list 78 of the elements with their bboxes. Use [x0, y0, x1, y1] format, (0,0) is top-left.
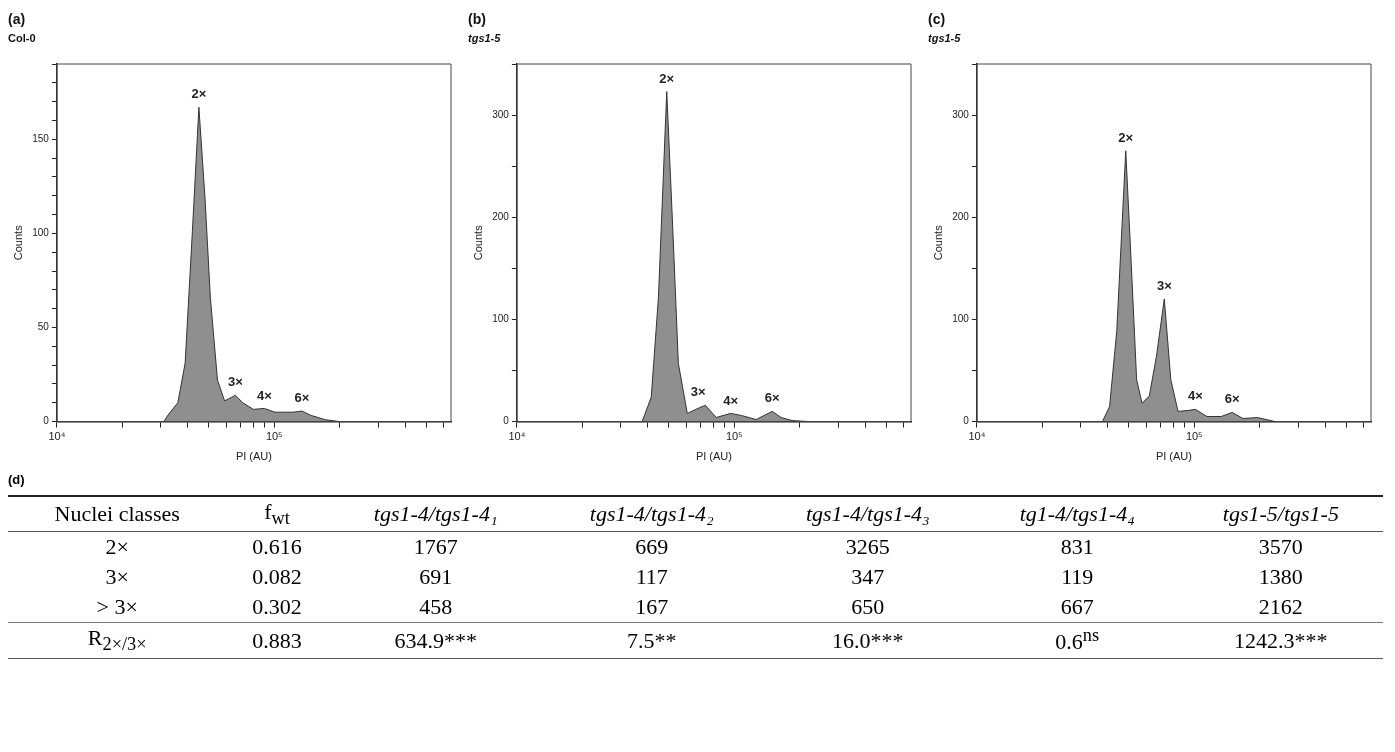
- chart-subtitle: tgs1-5: [468, 32, 502, 45]
- y-tick-label: 100: [952, 313, 970, 325]
- x-tick-label: 10⁴: [508, 430, 526, 443]
- category-label: tg1-4/tgs1-4₄: [1018, 500, 1136, 529]
- text: 634.9***: [394, 627, 477, 653]
- annotation: 4×: [1187, 388, 1204, 404]
- x-axis-title: PI (AU): [235, 450, 272, 463]
- y-axis-title: Counts: [471, 224, 484, 261]
- x-tick-label: 10⁴: [968, 430, 986, 443]
- annotation: 2×: [191, 86, 207, 102]
- text: 691: [419, 564, 453, 590]
- y-axis-title: Counts: [931, 224, 944, 261]
- text: 1242.3***: [1234, 627, 1328, 653]
- chart-title: (c): [928, 11, 946, 28]
- text: Nuclei classes: [53, 500, 181, 529]
- chart-subtitle: Col-0: [8, 32, 36, 45]
- x-tick-label: 10⁵: [265, 430, 283, 443]
- y-tick-label: 0: [503, 415, 510, 427]
- y-tick-label: 150: [32, 133, 50, 145]
- annotation: 3×: [1156, 278, 1173, 294]
- chart-title: (a): [8, 11, 26, 28]
- text: 0.883: [252, 627, 302, 653]
- text: 3265: [845, 534, 890, 560]
- category-label: > 3×: [96, 594, 138, 620]
- text: 831: [1060, 534, 1094, 560]
- annotation: 6×: [1224, 391, 1240, 407]
- y-tick-label: 300: [492, 108, 510, 120]
- x-axis-title: PI (AU): [695, 450, 732, 463]
- text: 1767: [413, 534, 458, 560]
- text: 119: [1061, 564, 1094, 590]
- annotation: 4×: [256, 387, 273, 403]
- text: 0.302: [252, 594, 302, 620]
- x-tick-label: 10⁵: [725, 430, 743, 443]
- text: 167: [635, 594, 669, 620]
- category-label: tgs1-5/tgs1-5: [1221, 500, 1340, 529]
- annotation: 6×: [764, 390, 780, 406]
- chart-subtitle: tgs1-5: [928, 32, 962, 45]
- y-tick-label: 100: [32, 227, 50, 239]
- x-tick-label: 10⁵: [1185, 430, 1203, 443]
- annotation: 6×: [294, 390, 310, 406]
- y-tick-label: 100: [492, 313, 510, 325]
- y-tick-label: 200: [952, 211, 970, 223]
- y-tick-label: 0: [43, 415, 50, 427]
- category-label: f$_{wt}$: [263, 498, 291, 531]
- text: 458: [419, 594, 453, 620]
- category-label: tgs1-4/tgs1-4₁: [372, 500, 499, 529]
- category-label: R$_{2×/3×}$: [87, 625, 147, 655]
- text: (d): [8, 472, 26, 487]
- annotation: 3×: [228, 374, 244, 390]
- chart-title: (b): [468, 11, 486, 28]
- category-label: tgs1-4/tgs1-4₂: [588, 500, 715, 529]
- category-label: 2×: [105, 534, 129, 560]
- text: 667: [1060, 594, 1094, 620]
- text: 16.0***: [832, 627, 904, 653]
- y-axis-title: Counts: [11, 224, 24, 261]
- y-tick-label: 300: [952, 108, 970, 120]
- x-axis-title: PI (AU): [1155, 450, 1192, 463]
- y-tick-label: 0: [963, 415, 970, 427]
- category-label: tgs1-4/tgs1-4₃: [804, 500, 931, 529]
- text: 0.616: [252, 534, 302, 560]
- annotation: 3×: [690, 384, 706, 400]
- y-tick-label: 50: [37, 321, 50, 333]
- text: 0.6$^{ns}$: [1055, 625, 1100, 655]
- text: 0.082: [252, 564, 302, 590]
- text: 650: [851, 594, 885, 620]
- text: 1380: [1258, 564, 1303, 590]
- text: 2162: [1258, 594, 1303, 620]
- text: 7.5**: [626, 627, 677, 653]
- y-tick-label: 200: [492, 211, 510, 223]
- text: 669: [635, 534, 669, 560]
- category-label: 3×: [105, 564, 129, 590]
- text: 3570: [1258, 534, 1303, 560]
- annotation: 2×: [659, 70, 675, 86]
- text: 117: [635, 564, 668, 590]
- text: 347: [851, 564, 885, 590]
- x-tick-label: 10⁴: [48, 430, 66, 443]
- annotation: 2×: [1118, 129, 1134, 145]
- annotation: 4×: [723, 392, 739, 408]
